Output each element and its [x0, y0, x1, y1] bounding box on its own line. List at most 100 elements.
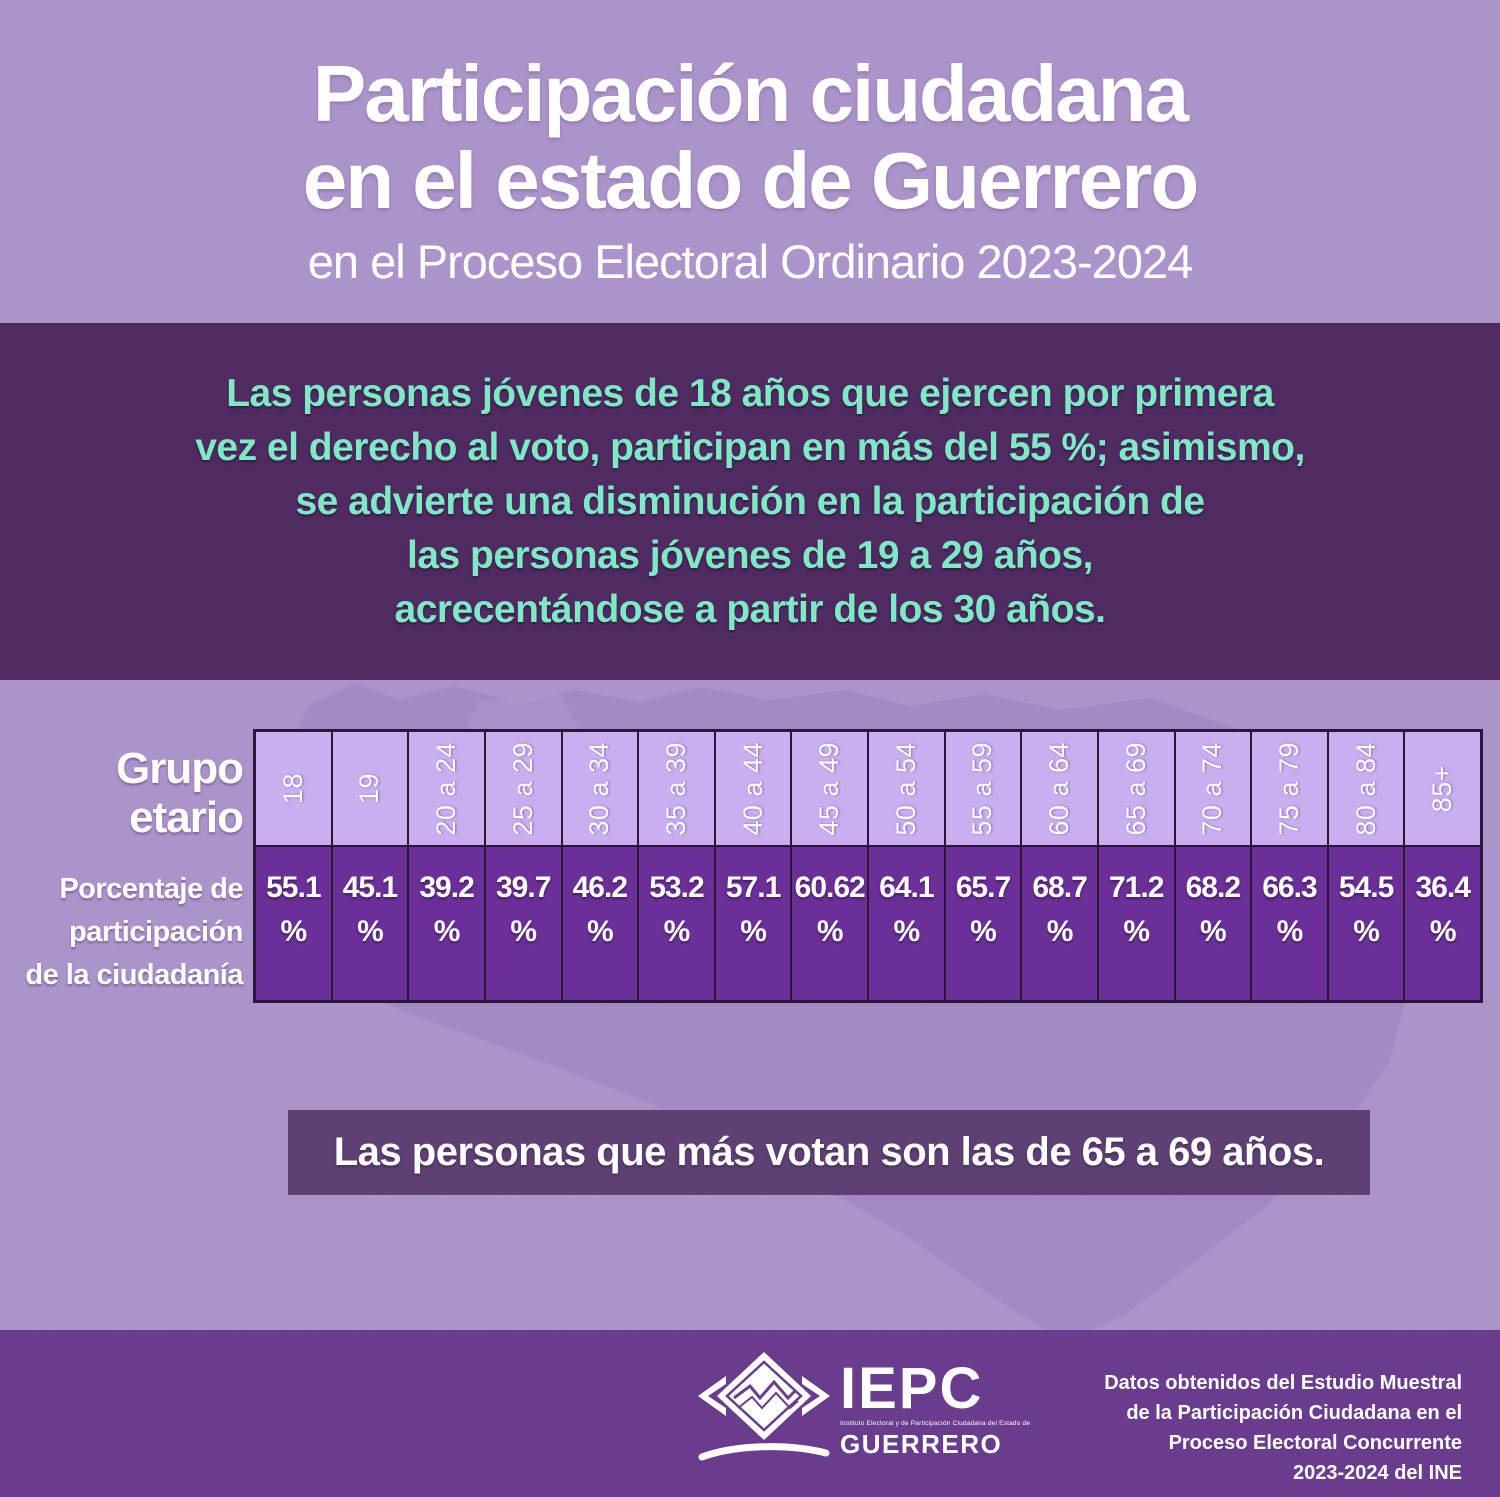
participation-table: 18 19 20 a 24 25 a 29 30 a 34 35 a 39 40… [253, 729, 1483, 1003]
age-group-header-cell: 70 a 74 [1175, 732, 1251, 845]
participation-value: 54.5 [1338, 870, 1394, 904]
participation-value: 55.1 [266, 870, 321, 904]
participation-value: 57.1 [725, 870, 781, 904]
percent-sign: % [1123, 914, 1150, 948]
participation-value-cell: 36.4% [1405, 847, 1480, 1000]
age-group-header-cell: 19 [332, 732, 408, 845]
age-group-header-cell: 25 a 29 [485, 732, 561, 845]
age-group-header-cell: 50 a 54 [869, 732, 944, 845]
source-line: de la Participación Ciudadana en el [1126, 1402, 1462, 1424]
row-label-participation: Porcentaje de participación de la ciudad… [0, 868, 243, 997]
age-group-header-cell: 35 a 39 [639, 732, 714, 845]
highlight-line: las personas jóvenes de 19 a 29 años, [406, 533, 1094, 577]
participation-value-cell: 64.1% [869, 847, 944, 1000]
participation-value: 71.2 [1108, 870, 1164, 904]
iepc-logo-text: IEPC Instituto Electoral y de Participac… [840, 1359, 1031, 1459]
age-group-header-cell: 60 a 64 [1022, 732, 1097, 845]
row-label-age-group-line: etario [129, 793, 244, 842]
age-group-label: 75 a 79 [1273, 741, 1304, 836]
participation-value: 45.1 [342, 870, 398, 904]
source-text: Datos obtenidos del Estudio Muestral de … [1104, 1368, 1462, 1488]
age-group-header-cell: 40 a 44 [715, 732, 791, 845]
participation-value-cell: 54.5% [1328, 847, 1404, 1000]
iepc-logo: IEPC Instituto Electoral y de Participac… [698, 1352, 1030, 1467]
participation-value: 39.2 [419, 870, 474, 904]
age-group-label: 65 a 69 [1120, 741, 1151, 836]
age-group-label: 35 a 39 [660, 741, 691, 836]
page-title: Participación ciudadana en el estado de … [0, 50, 1500, 224]
iepc-tagline: Instituto Electoral y de Participación C… [840, 1419, 1031, 1427]
age-group-label: 50 a 54 [890, 741, 921, 836]
age-group-label: 19 [354, 772, 385, 805]
source-line: Proceso Electoral Concurrente [1168, 1432, 1462, 1454]
participation-value: 36.4 [1415, 870, 1470, 904]
age-group-label: 30 a 34 [584, 741, 615, 836]
age-group-label: 60 a 64 [1044, 741, 1075, 836]
percent-sign: % [1353, 914, 1380, 948]
participation-value-cell: 39.2% [409, 847, 484, 1000]
percent-sign: % [1276, 914, 1304, 948]
percent-sign: % [1429, 914, 1457, 948]
title-line-2: en el estado de Guerrero [302, 136, 1200, 225]
highlight-line: Las personas jóvenes de 18 años que ejer… [226, 371, 1274, 415]
participation-value-cell: 60.62% [792, 847, 867, 1000]
row-label-participation-line: participación [69, 916, 244, 948]
highlight-line: vez el derecho al voto, participan en má… [195, 425, 1305, 469]
participation-value-cell: 71.2% [1098, 847, 1174, 1000]
participation-value: 64.1 [879, 870, 934, 904]
participation-value: 39.7 [495, 870, 551, 904]
footer: IEPC Instituto Electoral y de Participac… [0, 1330, 1500, 1497]
age-group-header-cell: 65 a 69 [1098, 732, 1174, 845]
participation-value-cell: 53.2% [639, 847, 714, 1000]
age-group-header-cell: 18 [256, 732, 331, 845]
participation-value: 65.7 [955, 870, 1011, 904]
highlight-band: Las personas jóvenes de 18 años que ejer… [0, 323, 1500, 680]
note-text: Las personas que más votan son las de 65… [333, 1130, 1325, 1174]
participation-value-cell: 55.1% [256, 847, 331, 1000]
age-group-header-cell: 75 a 79 [1252, 732, 1327, 845]
participation-value-cell: 45.1% [332, 847, 408, 1000]
percent-sign: % [816, 914, 844, 948]
row-label-participation-line: de la ciudadanía [25, 959, 243, 991]
percent-sign: % [1046, 914, 1074, 948]
participation-value-cell: 39.7% [485, 847, 561, 1000]
percent-sign: % [357, 914, 384, 948]
percent-sign: % [663, 914, 691, 948]
age-group-label: 18 [277, 772, 308, 805]
participation-value-cell: 57.1% [715, 847, 791, 1000]
age-group-label: 85+ [1427, 764, 1458, 813]
participation-value: 68.2 [1185, 870, 1241, 904]
percent-sign: % [586, 914, 614, 948]
age-group-label: 25 a 29 [507, 741, 538, 836]
participation-value-cell: 68.2% [1175, 847, 1251, 1000]
age-group-label: 70 a 74 [1197, 741, 1228, 836]
participation-value-cell: 65.7% [945, 847, 1021, 1000]
age-group-header-cell: 45 a 49 [792, 732, 867, 845]
age-group-header-cell: 80 a 84 [1328, 732, 1404, 845]
age-group-label: 80 a 84 [1350, 741, 1381, 836]
percent-sign: % [970, 914, 997, 948]
age-group-header-cell: 85+ [1405, 732, 1480, 845]
title-line-1: Participación ciudadana [312, 49, 1189, 138]
age-group-label: 55 a 59 [967, 741, 998, 836]
percent-sign: % [433, 914, 461, 948]
participation-value: 68.7 [1032, 870, 1087, 904]
percent-sign: % [1199, 914, 1227, 948]
percent-sign: % [280, 914, 307, 948]
iepc-state: GUERRERO [840, 1428, 1003, 1459]
row-label-age-group: Grupo etario [0, 744, 244, 842]
row-label-age-group-line: Grupo [116, 744, 244, 793]
participation-value-cell: 66.3% [1252, 847, 1327, 1000]
participation-value: 66.3 [1262, 870, 1317, 904]
iepc-logo-mark-icon [698, 1352, 830, 1461]
age-group-label: 40 a 44 [737, 741, 768, 836]
percent-sign: % [740, 914, 767, 948]
age-group-label: 45 a 49 [814, 741, 845, 836]
age-group-label: 20 a 24 [431, 741, 462, 836]
participation-value: 53.2 [649, 870, 704, 904]
participation-value: 46.2 [572, 870, 628, 904]
percent-sign: % [893, 914, 920, 948]
participation-value: 60.62 [794, 870, 866, 904]
source-line: Datos obtenidos del Estudio Muestral [1104, 1372, 1462, 1394]
